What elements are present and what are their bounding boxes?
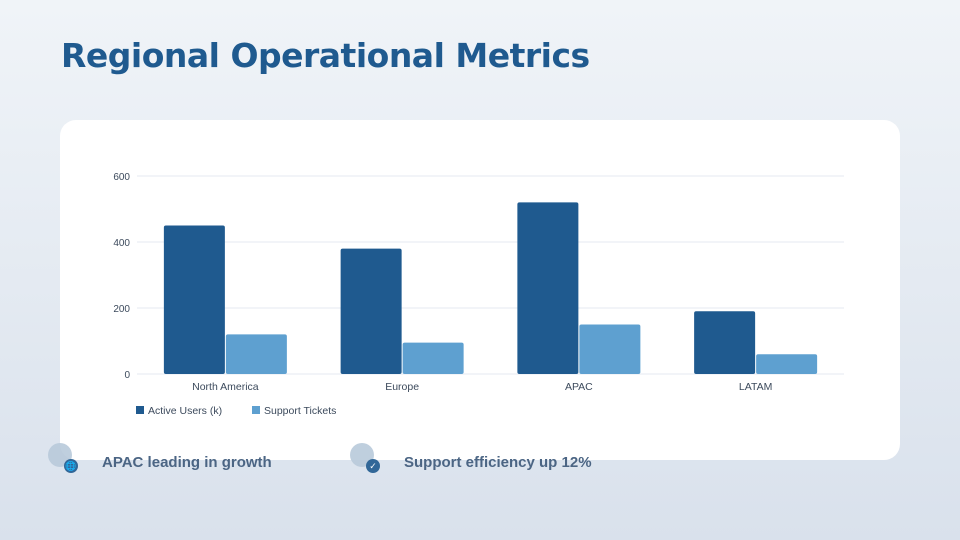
bar-support-tickets-north-america xyxy=(225,334,287,374)
y-tick-label: 0 xyxy=(124,370,130,381)
bar-active-users-k--north-america xyxy=(163,225,225,374)
insight-text: Support efficiency up 12% xyxy=(404,454,592,471)
insight-apac: 🌐 APAC leading in growth xyxy=(48,438,272,473)
y-tick-label: 600 xyxy=(113,172,130,183)
insight-support: ✓ Support efficiency up 12% xyxy=(350,438,592,473)
legend-label: Active Users (k) xyxy=(148,405,222,417)
globe-icon: 🌐 xyxy=(64,458,78,473)
y-tick-label: 400 xyxy=(113,238,130,249)
x-tick-label: Europe xyxy=(385,381,419,393)
insight-text: APAC leading in growth xyxy=(102,454,272,471)
page-title: Regional Operational Metrics xyxy=(61,36,590,75)
bar-support-tickets-europe xyxy=(402,342,464,374)
bar-support-tickets-latam xyxy=(756,354,818,374)
legend-swatch xyxy=(252,406,260,414)
bar-support-tickets-apac xyxy=(579,324,641,374)
x-tick-label: APAC xyxy=(565,381,593,393)
legend-label: Support Tickets xyxy=(264,405,336,417)
x-tick-label: LATAM xyxy=(739,381,772,393)
x-tick-label: North America xyxy=(192,381,259,393)
legend-swatch xyxy=(136,406,144,414)
bar-active-users-k--europe xyxy=(340,248,402,374)
bar-active-users-k--apac xyxy=(517,202,579,374)
check-icon: ✓ xyxy=(366,458,380,473)
bar-active-users-k--latam xyxy=(694,311,756,374)
y-tick-label: 200 xyxy=(113,304,130,315)
